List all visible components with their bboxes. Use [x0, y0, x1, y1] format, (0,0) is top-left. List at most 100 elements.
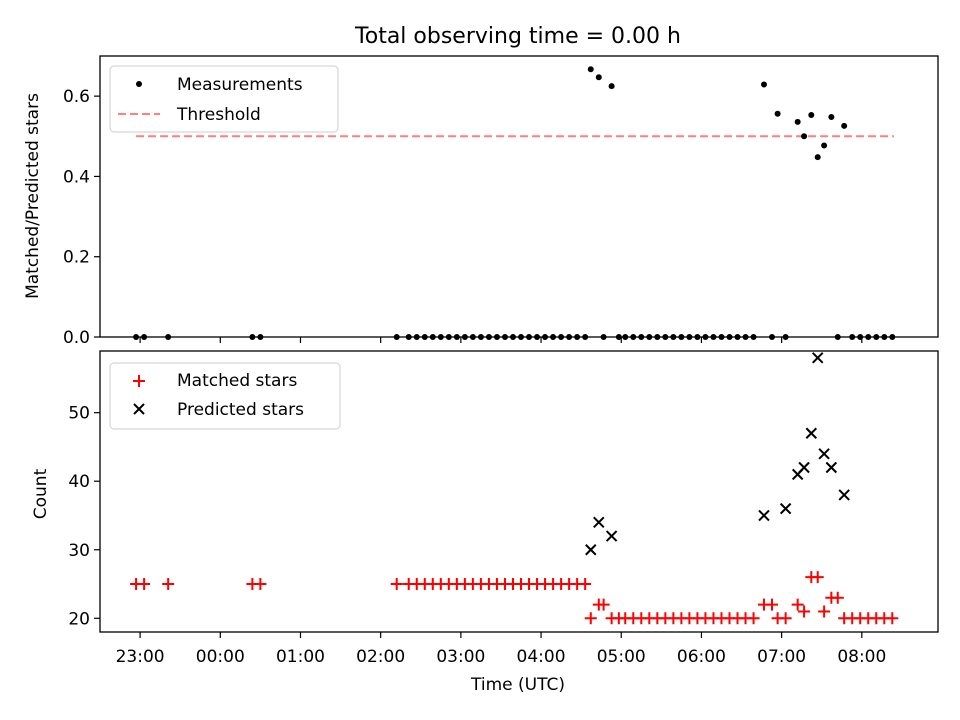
matched-stars-legend-label: Matched stars: [177, 371, 297, 391]
measurement-point: [750, 334, 757, 340]
measurement-point: [550, 334, 557, 340]
measurement-point: [574, 334, 581, 340]
bottom-y-tick-label: 40: [68, 472, 90, 492]
matched-star-point: [766, 598, 779, 611]
measurement-point: [413, 334, 420, 340]
measurement-point: [734, 334, 741, 340]
measurement-point: [834, 334, 841, 340]
measurement-point: [587, 66, 594, 73]
measurement-point: [405, 334, 412, 340]
measurement-point: [615, 334, 622, 340]
bottom-legend: Matched stars Predicted stars: [109, 362, 341, 430]
chart-title: Total observing time = 0.00 h: [354, 24, 681, 49]
x-tick-label: 00:00: [196, 647, 245, 667]
measurement-point: [654, 334, 661, 340]
threshold-legend-label: Threshold: [176, 105, 261, 125]
measurement-point: [865, 334, 872, 340]
predicted-star-point: [779, 502, 792, 515]
x-tick-label: 01:00: [276, 647, 325, 667]
measurement-point: [485, 334, 492, 340]
predicted-star-point: [838, 489, 850, 501]
measurement-point: [849, 334, 856, 340]
measurement-point: [841, 122, 848, 129]
measurement-point: [670, 334, 677, 340]
measurement-point: [678, 334, 685, 340]
measurement-point: [608, 83, 615, 90]
predicted-star-point: [593, 516, 605, 529]
measurement-point: [769, 334, 776, 340]
matched-star-point: [254, 578, 267, 591]
x-tick-label: 23:00: [116, 647, 165, 667]
measurement-point: [694, 334, 701, 340]
measurement-point: [726, 334, 733, 340]
matched-star-point: [747, 612, 760, 625]
measurement-point: [509, 334, 516, 340]
bottom-y-tick-label: 20: [68, 609, 90, 629]
predicted-stars-legend-label: Predicted stars: [177, 400, 304, 420]
top-y-tick-label: 0.4: [63, 167, 90, 187]
measurement-point: [453, 334, 460, 340]
x-tick-label: 04:00: [517, 647, 566, 667]
top-y-tick-label: 0.0: [63, 328, 90, 348]
matched-star-point: [579, 578, 592, 591]
measurement-point: [760, 81, 767, 88]
predicted-star-point: [585, 544, 597, 556]
matched-star-point: [798, 605, 811, 618]
predicted-stars-legend-marker: [133, 403, 145, 415]
predicted-star-point: [812, 352, 824, 364]
measurement-point: [742, 334, 749, 340]
measurement-point: [249, 334, 256, 340]
top-y-axis-label: Matched/Predicted stars: [23, 93, 43, 299]
matched-star-point: [779, 612, 792, 625]
matched-star-point: [818, 605, 831, 618]
x-axis-label: Time (UTC): [470, 675, 565, 695]
predicted-star-point: [758, 509, 770, 522]
matched-star-point: [886, 612, 899, 625]
measurement-point: [582, 334, 589, 340]
measurement-point: [646, 334, 653, 340]
bottom-y-axis-label: Count: [31, 468, 51, 519]
measurement-point: [526, 334, 533, 340]
measurement-point: [638, 334, 645, 340]
top-legend: Measurements Threshold: [109, 65, 339, 133]
measurement-point: [821, 142, 828, 149]
measurement-point: [141, 334, 148, 340]
x-tick-label: 05:00: [597, 647, 646, 667]
matched-star-point: [791, 598, 804, 611]
predicted-star-point: [805, 427, 818, 439]
x-tick-label: 07:00: [757, 647, 806, 667]
x-tick-label: 08:00: [837, 647, 886, 667]
measurement-point: [558, 334, 565, 340]
bottom-axes-frame: [99, 350, 939, 633]
measurement-point: [534, 334, 541, 340]
top-legend-box: [109, 65, 339, 133]
measurement-point: [828, 114, 835, 121]
measurement-point: [710, 334, 717, 340]
measurement-point: [686, 334, 693, 340]
measurement-point: [133, 334, 140, 340]
measurement-point: [469, 334, 476, 340]
matched-star-point: [162, 578, 175, 591]
measurement-point: [421, 334, 428, 340]
measurement-point: [477, 334, 484, 340]
measurement-point: [501, 334, 508, 340]
measurement-point: [600, 334, 607, 340]
measurement-point: [518, 334, 525, 340]
measurement-point: [774, 110, 781, 117]
matched-star-point: [584, 612, 597, 625]
measurement-point: [257, 334, 264, 340]
predicted-star-point: [798, 461, 810, 474]
measurement-point: [393, 334, 400, 340]
measurements-legend-marker: [136, 81, 142, 87]
measurement-point: [595, 74, 602, 81]
measurement-point: [493, 334, 500, 340]
measurement-point: [814, 154, 821, 161]
measurement-point: [429, 334, 436, 340]
matched-star-point: [138, 578, 151, 591]
measurement-point: [857, 334, 864, 340]
measurement-point: [794, 118, 801, 125]
measurements-legend-label: Measurements: [177, 75, 303, 95]
bottom-legend-box: [109, 362, 341, 430]
matched-stars-legend-marker: [133, 375, 145, 387]
